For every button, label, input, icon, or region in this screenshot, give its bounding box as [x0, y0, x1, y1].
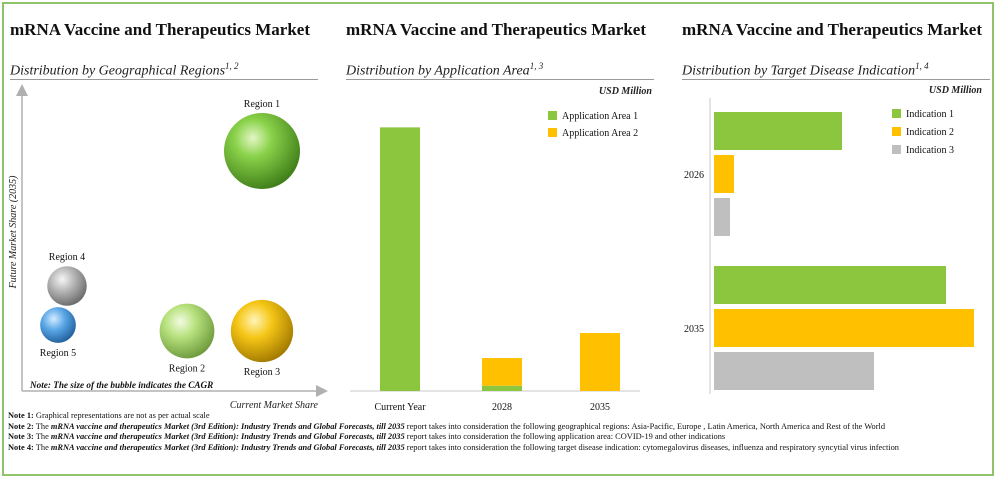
- bar-1-series-1: [380, 127, 420, 391]
- panel3-subtitle: Distribution by Target Disease Indicatio…: [682, 61, 929, 79]
- hbar-legend-label-3: Indication 3: [906, 145, 954, 156]
- footnotes: Note 1: Graphical representations are no…: [8, 411, 968, 453]
- bar-category-label-2: 2028: [492, 402, 512, 410]
- hbar-2-series-1: [714, 266, 946, 304]
- bar-3-series-2: [580, 333, 620, 391]
- panel2-rule: [346, 79, 654, 80]
- panel3-title: mRNA Vaccine and Therapeutics Market: [682, 20, 983, 39]
- panel2-title: mRNA Vaccine and Therapeutics Market: [346, 20, 647, 39]
- hbar-legend-label-2: Indication 2: [906, 127, 954, 138]
- bubble-label-4: Region 4: [49, 252, 85, 263]
- bar-unit-label: USD Million: [599, 86, 653, 97]
- bubble-label-2: Region 2: [169, 363, 205, 374]
- bubble-label-1: Region 1: [244, 99, 280, 110]
- note-3: Note 3: The mRNA vaccine and therapeutic…: [8, 432, 726, 442]
- hbar-legend-swatch-2: [892, 127, 901, 136]
- bar-category-label-1: Current Year: [374, 402, 426, 410]
- chart-frame: [2, 2, 994, 476]
- bubble-x-label: Current Market Share: [230, 400, 319, 410]
- hbar-legend-swatch-1: [892, 109, 901, 118]
- note-4: Note 4: The mRNA vaccine and therapeutic…: [8, 442, 899, 452]
- hbar-1-series-1: [714, 112, 842, 150]
- hbar-1-series-3: [714, 198, 730, 236]
- bubble-1: [224, 113, 300, 189]
- bar-2-series-1: [482, 385, 522, 391]
- bubble-chart: Future Market Share (2035) Current Marke…: [8, 84, 328, 410]
- panel1-rule: [10, 79, 318, 80]
- note-2: Note 2: The mRNA vaccine and therapeutic…: [8, 421, 886, 431]
- bubble-note: Note: The size of the bubble indicates t…: [29, 380, 213, 390]
- bubble-2: [159, 303, 215, 359]
- horizontal-bar-chart: USD Million Indication 1 Indication 2 Indi…: [684, 85, 983, 394]
- panel3-rule: [682, 79, 990, 80]
- bar-legend-swatch-1: [548, 111, 557, 120]
- hbar-2-series-2: [714, 309, 974, 347]
- bar-legend-label-1: Application Area 1: [562, 111, 638, 122]
- bar-legend-swatch-2: [548, 128, 557, 137]
- panel1-title: mRNA Vaccine and Therapeutics Market: [10, 20, 311, 39]
- hbar-legend-swatch-3: [892, 145, 901, 154]
- panel2-subtitle: Distribution by Application Area1, 3: [346, 61, 544, 79]
- bubble-4: [47, 266, 87, 306]
- stacked-bar-chart: USD Million Application Area 1 Applicatio…: [350, 86, 653, 410]
- note-1: Note 1: Graphical representations are no…: [8, 411, 210, 420]
- hbar-unit-label: USD Million: [929, 85, 983, 96]
- bar-category-label-3: 2035: [590, 402, 610, 410]
- hbar-1-series-2: [714, 155, 734, 193]
- panel1-subtitle: Distribution by Geographical Regions1, 2: [10, 61, 239, 79]
- bubble-label-3: Region 3: [244, 367, 280, 378]
- bubble-3: [230, 299, 294, 363]
- hbar-category-label-1: 2026: [684, 170, 704, 181]
- bubble-y-label: Future Market Share (2035): [8, 175, 19, 290]
- bar-2-series-2: [482, 358, 522, 386]
- bubble-5: [40, 307, 76, 343]
- hbar-category-label-2: 2035: [684, 324, 704, 335]
- hbar-legend-label-1: Indication 1: [906, 109, 954, 120]
- bubble-label-5: Region 5: [40, 348, 76, 359]
- hbar-2-series-3: [714, 352, 874, 390]
- bar-legend-label-2: Application Area 2: [562, 128, 638, 139]
